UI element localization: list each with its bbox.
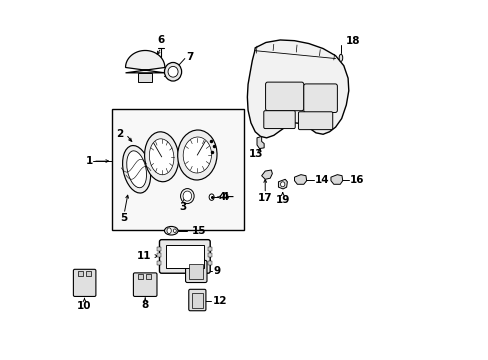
Ellipse shape (177, 130, 217, 180)
Bar (145, 274, 150, 279)
Text: 16: 16 (349, 175, 364, 185)
Ellipse shape (164, 226, 178, 235)
Ellipse shape (144, 132, 178, 182)
Ellipse shape (209, 194, 214, 201)
Text: 2: 2 (116, 129, 123, 139)
Text: 3: 3 (179, 202, 186, 212)
Text: 18: 18 (346, 36, 360, 46)
Polygon shape (294, 175, 306, 184)
FancyBboxPatch shape (188, 289, 205, 311)
Ellipse shape (180, 189, 194, 203)
Text: 14: 14 (315, 175, 329, 185)
Text: 15: 15 (192, 226, 206, 236)
FancyBboxPatch shape (133, 273, 157, 296)
FancyBboxPatch shape (263, 111, 295, 129)
FancyBboxPatch shape (73, 269, 96, 296)
Bar (112, 109, 244, 230)
Ellipse shape (173, 229, 176, 233)
Bar (85, 271, 90, 276)
Text: 8: 8 (142, 300, 148, 310)
Bar (165, 246, 203, 267)
FancyBboxPatch shape (303, 84, 337, 112)
Text: 17: 17 (257, 193, 272, 203)
Ellipse shape (168, 66, 178, 77)
FancyBboxPatch shape (265, 82, 303, 111)
Text: 12: 12 (212, 296, 226, 306)
Text: 7: 7 (186, 52, 194, 62)
Text: 4: 4 (222, 192, 229, 202)
Ellipse shape (122, 145, 150, 193)
Bar (138, 73, 152, 82)
Bar (138, 274, 142, 279)
Polygon shape (125, 50, 164, 73)
Ellipse shape (280, 182, 285, 187)
Bar (192, 293, 203, 307)
Text: 5: 5 (120, 213, 127, 223)
FancyBboxPatch shape (185, 260, 206, 283)
Ellipse shape (149, 139, 174, 175)
Polygon shape (261, 170, 272, 179)
Ellipse shape (183, 191, 191, 201)
Text: 1: 1 (85, 156, 93, 166)
Polygon shape (278, 179, 287, 189)
Text: 13: 13 (248, 149, 262, 159)
FancyBboxPatch shape (159, 240, 210, 273)
Bar (78, 271, 83, 276)
Text: 4←: 4← (218, 192, 234, 202)
Text: 19: 19 (275, 195, 289, 205)
Bar (189, 264, 203, 279)
Polygon shape (257, 136, 264, 149)
Polygon shape (247, 40, 348, 138)
Text: 11: 11 (136, 251, 151, 261)
FancyBboxPatch shape (298, 112, 332, 130)
Text: 6: 6 (157, 35, 164, 45)
Ellipse shape (164, 63, 181, 81)
Ellipse shape (126, 151, 146, 188)
Ellipse shape (183, 137, 211, 173)
Text: 9: 9 (213, 266, 220, 276)
Polygon shape (330, 175, 342, 184)
Ellipse shape (339, 54, 342, 62)
Ellipse shape (166, 228, 171, 234)
Text: 10: 10 (77, 301, 92, 311)
